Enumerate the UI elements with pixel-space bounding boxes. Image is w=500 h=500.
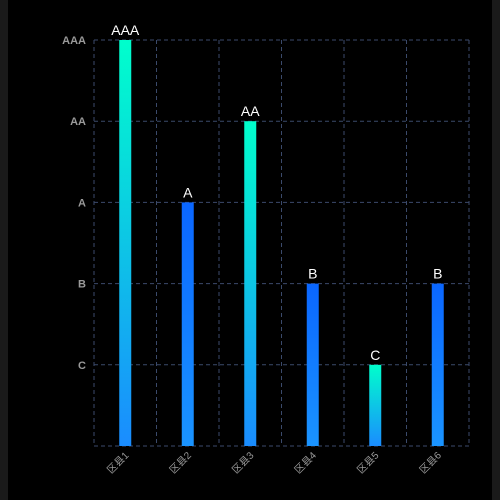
bar xyxy=(119,40,132,446)
data-label: AAA xyxy=(111,22,140,38)
data-label: AA xyxy=(241,103,260,119)
y-tick-label: C xyxy=(78,360,86,372)
bar xyxy=(369,364,382,446)
y-tick-label: A xyxy=(78,197,86,209)
x-tick-label: 区县5 xyxy=(355,449,382,476)
bars xyxy=(119,40,444,446)
x-tick-label: 区县2 xyxy=(167,449,194,476)
data-label: A xyxy=(183,184,193,200)
y-tick-label: AAA xyxy=(62,35,86,47)
y-tick-label: B xyxy=(78,279,86,291)
x-tick-label: 区县6 xyxy=(417,449,444,476)
bar xyxy=(306,283,319,446)
data-label: B xyxy=(308,266,317,282)
data-label: C xyxy=(370,347,380,363)
bar xyxy=(181,202,194,446)
bar xyxy=(431,283,444,446)
x-tick-label: 区县4 xyxy=(292,449,319,476)
x-tick-label: 区县1 xyxy=(105,449,132,476)
right-edge-strip xyxy=(492,0,500,500)
left-edge-strip xyxy=(0,0,8,500)
x-tick-label: 区县3 xyxy=(230,449,257,476)
x-axis-tick-labels: 区县1 区县2 区县3 区县4 区县5 区县6 xyxy=(105,449,444,476)
grid-lines xyxy=(93,39,470,447)
y-tick-label: AA xyxy=(70,116,86,128)
bar xyxy=(244,121,257,446)
data-label: B xyxy=(433,266,442,282)
